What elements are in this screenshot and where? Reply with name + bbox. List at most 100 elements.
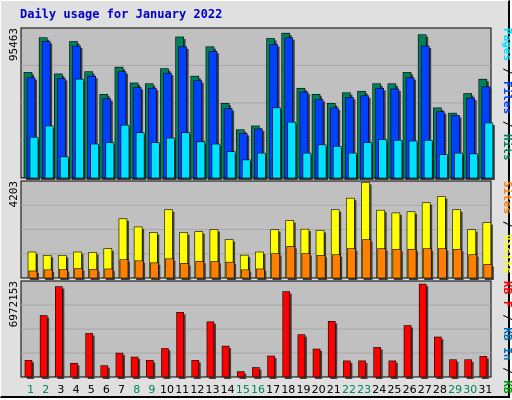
pages-bar-day-28 [439, 154, 448, 179]
pages-bar-day-31 [484, 122, 494, 179]
sites-bar-day-17 [271, 253, 280, 279]
kbf-bar-day-8 [130, 356, 139, 378]
pages-bar-day-27 [423, 139, 433, 179]
kbf-bar-day-7 [115, 352, 124, 378]
pages-bar-day-20 [317, 144, 327, 179]
kbf-bar-day-10 [161, 348, 169, 378]
sites-bar-day-29 [453, 248, 462, 279]
x-tick-label-day-24: 24 [372, 383, 386, 396]
sites-bar-day-9 [149, 262, 159, 279]
sites-bar-day-6 [104, 268, 114, 279]
sites-bar-day-31 [483, 264, 493, 279]
y-axis-max-label-2: 4203 [7, 181, 20, 208]
y-axis-max-label-1: 95463 [7, 28, 20, 61]
pages-bar-day-6 [105, 142, 115, 179]
legend-panel-2: Sites / Visits [501, 181, 512, 274]
pages-bar-day-30 [469, 153, 478, 179]
x-tick-label-day-8: 8 [133, 383, 140, 396]
kbf-bar-day-18 [282, 291, 291, 378]
pages-bar-day-1 [29, 136, 39, 179]
kbf-bar-day-14 [221, 345, 230, 378]
kbf-bar-day-19 [297, 334, 306, 378]
sites-bar-day-13 [210, 261, 220, 279]
x-tick-label-day-13: 13 [206, 383, 220, 396]
pages-bar-day-26 [408, 140, 418, 179]
sites-bar-day-10 [165, 258, 174, 279]
pages-bar-day-11 [181, 132, 190, 179]
legend-item: KB In [501, 327, 512, 360]
legend-item: / [501, 114, 512, 134]
sites-bar-day-2 [43, 269, 53, 279]
legend-panel-3: KB F / KB In / KB Out [501, 281, 512, 400]
kbf-bar-day-9 [145, 360, 154, 378]
kbf-bar-day-16 [252, 367, 260, 378]
kbf-bar-day-13 [206, 321, 215, 378]
x-tick-label-day-7: 7 [118, 383, 125, 396]
kbf-bar-day-23 [358, 360, 366, 378]
pages-bar-day-23 [363, 142, 372, 179]
x-tick-label-day-28: 28 [433, 383, 447, 396]
x-tick-label-day-30: 30 [463, 383, 477, 396]
x-tick-label-day-3: 3 [57, 383, 64, 396]
x-tick-label-day-4: 4 [73, 383, 80, 396]
sites-bar-day-22 [347, 248, 356, 279]
legend-panel-1: Pages / Files / Hits [501, 28, 512, 161]
x-tick-label-day-12: 12 [190, 383, 204, 396]
kbf-bar-day-2 [39, 315, 48, 378]
kbf-bar-day-5 [85, 333, 93, 378]
x-tick-label-day-5: 5 [88, 383, 95, 396]
pages-bar-day-8 [135, 132, 145, 179]
x-tick-label-day-27: 27 [418, 383, 432, 396]
x-tick-label-day-6: 6 [103, 383, 110, 396]
pages-bar-day-4 [75, 78, 84, 179]
x-tick-label-day-18: 18 [281, 383, 295, 396]
sites-bar-day-19 [301, 253, 311, 279]
kbf-bar-day-31 [479, 356, 488, 378]
legend-item: KB Out [501, 380, 512, 400]
pages-bar-day-10 [166, 137, 175, 179]
pages-bar-day-29 [454, 152, 463, 179]
pages-bar-day-2 [44, 125, 54, 179]
sites-bar-day-15 [240, 269, 250, 279]
pages-bar-day-13 [211, 143, 221, 179]
pages-bar-day-25 [393, 139, 403, 179]
sites-bar-day-20 [316, 255, 326, 279]
sites-bar-day-1 [28, 270, 38, 279]
x-tick-label-day-1: 1 [27, 383, 34, 396]
sites-bar-day-30 [468, 254, 477, 279]
x-tick-label-day-16: 16 [251, 383, 265, 396]
x-tick-label-day-15: 15 [236, 383, 250, 396]
sites-bar-day-25 [392, 248, 402, 279]
legend-item: / [501, 214, 512, 234]
kbf-bar-day-3 [55, 286, 63, 378]
kbf-bar-day-6 [100, 365, 109, 378]
pages-bar-day-16 [257, 152, 266, 179]
legend-item: Pages [501, 28, 512, 61]
x-tick-label-day-14: 14 [221, 383, 235, 396]
sites-bar-day-28 [438, 248, 447, 279]
sites-bar-day-14 [225, 261, 235, 279]
sites-bar-day-12 [195, 260, 205, 279]
kbf-bar-day-11 [176, 312, 184, 378]
pages-bar-day-3 [60, 156, 69, 179]
legend-item: KB F [501, 281, 512, 308]
kbf-bar-day-29 [449, 359, 457, 378]
sites-bar-day-8 [134, 260, 144, 279]
kbf-bar-day-12 [191, 360, 200, 378]
legend-item: / [501, 308, 512, 328]
x-tick-label-day-11: 11 [175, 383, 189, 396]
sites-bar-day-7 [119, 259, 129, 279]
kbf-bar-day-25 [388, 360, 397, 378]
sites-bar-day-18 [286, 246, 296, 279]
sites-bar-day-27 [422, 248, 432, 279]
kbf-bar-day-24 [373, 347, 382, 378]
sites-bar-day-26 [407, 248, 417, 279]
sites-bar-day-23 [362, 239, 371, 279]
x-tick-label-day-19: 19 [296, 383, 310, 396]
pages-bar-day-19 [302, 152, 312, 179]
x-tick-label-day-29: 29 [448, 383, 462, 396]
x-tick-label-day-2: 2 [42, 383, 49, 396]
pages-bar-day-5 [90, 143, 99, 179]
pages-bar-day-21 [332, 146, 342, 179]
